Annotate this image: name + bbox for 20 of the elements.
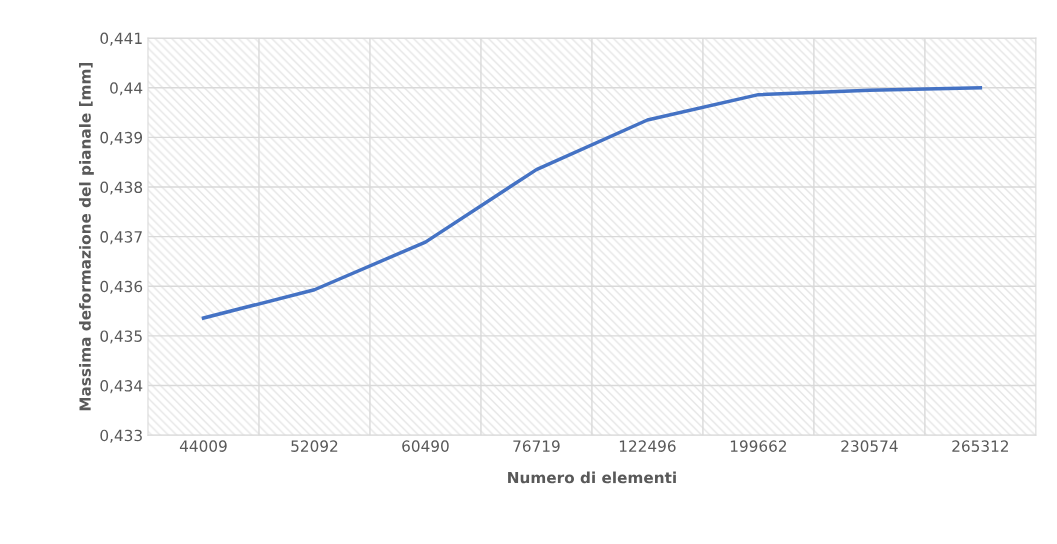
- y-tick-label: 0,434: [100, 380, 143, 394]
- x-tick-label: 199662: [730, 440, 787, 452]
- y-tick-label: 0,44: [110, 82, 143, 96]
- line-series: [201, 85, 983, 320]
- y-axis-title: Massima deformazione del pianale [mm]: [79, 62, 94, 411]
- x-tick-label: 52092: [291, 440, 338, 452]
- y-tick-label: 0,433: [100, 429, 142, 443]
- y-tick-label: 0,435: [100, 330, 142, 344]
- x-axis-title: Numero di elementi: [508, 471, 676, 484]
- y-tick-label: 0,441: [100, 32, 142, 46]
- x-tick-label: 122496: [619, 440, 676, 452]
- y-tick-label: 0,438: [100, 181, 143, 195]
- x-tick-label: 76719: [513, 440, 560, 452]
- y-tick-label: 0,439: [100, 131, 143, 145]
- x-tick-label: 265312: [952, 440, 1008, 452]
- x-tick-label: 44009: [179, 440, 227, 452]
- y-tick-label: 0,436: [100, 280, 143, 294]
- x-tick-label: 230574: [841, 440, 898, 452]
- x-tick-label: 60490: [402, 440, 449, 452]
- y-tick-label: 0,437: [100, 231, 142, 245]
